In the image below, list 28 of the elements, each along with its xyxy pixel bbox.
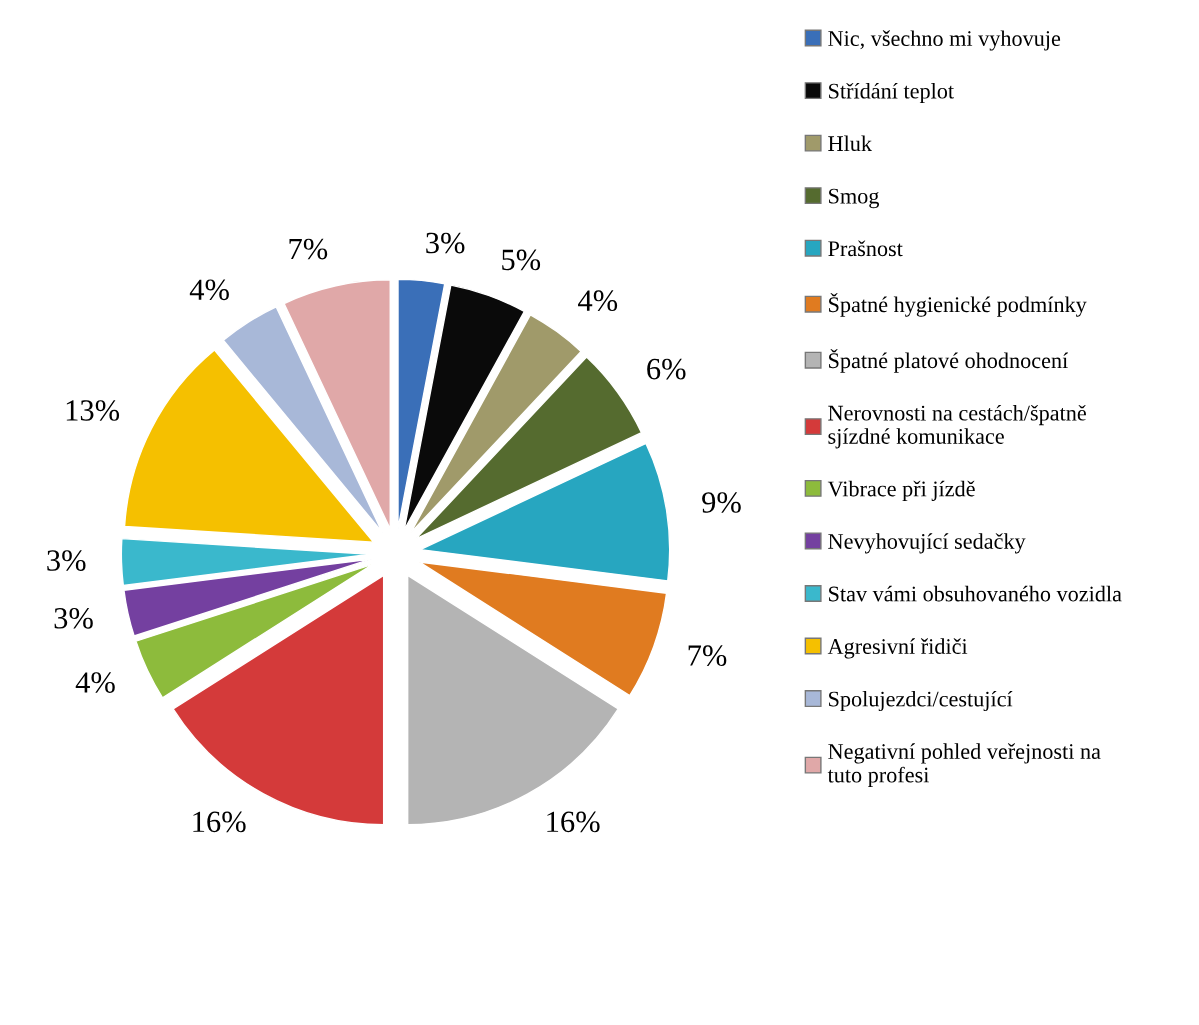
legend-label: Spolujezdci/cestující [829,690,1013,712]
legend-label: Agresivní řidiči [827,638,968,659]
legend-label: Špatné hygienické podmínky [829,292,1087,317]
legend-label: Prašnost [828,240,903,257]
data-label: 3% [47,550,86,571]
data-label: 5% [502,249,541,271]
legend-label: Nevyhovující sedačky [828,533,1026,554]
data-label: 13% [66,400,120,421]
data-label: 4% [75,672,115,693]
legend-label: Nerovnosti na cestách/špatně sjízdné komunikace [828,404,1086,449]
data-label: 16% [547,811,600,833]
data-label: 4% [578,290,618,312]
data-label: 16% [193,811,246,833]
data-label: 3% [54,607,93,629]
data-label: 9% [702,492,741,513]
data-label: 6% [647,358,686,380]
legend-label: Smog [829,188,880,209]
legend-label: Negativní pohled veřejnosti na tuto profesi [827,743,1101,788]
legend-label: Hluk [828,135,873,152]
legend-label: Špatné platové ohodnocení [829,348,1069,373]
legend-label: Stav vámi obsuhovaného vozidla [829,585,1122,602]
data-label: 3% [426,232,465,254]
legend-label: Nic, všechno mi vyhovuje [828,30,1061,51]
legend-label: Střídání teplot [829,82,954,104]
data-label: 7% [289,238,328,260]
legend-label: Vibrace při jízdě [827,480,975,501]
data-label: 4% [189,279,229,301]
data-label: 7% [688,645,727,666]
